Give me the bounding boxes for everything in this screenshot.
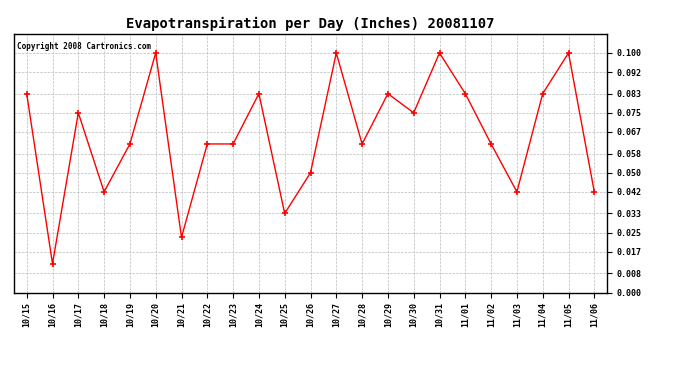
Text: Copyright 2008 Cartronics.com: Copyright 2008 Cartronics.com — [17, 42, 151, 51]
Title: Evapotranspiration per Day (Inches) 20081107: Evapotranspiration per Day (Inches) 2008… — [126, 17, 495, 31]
